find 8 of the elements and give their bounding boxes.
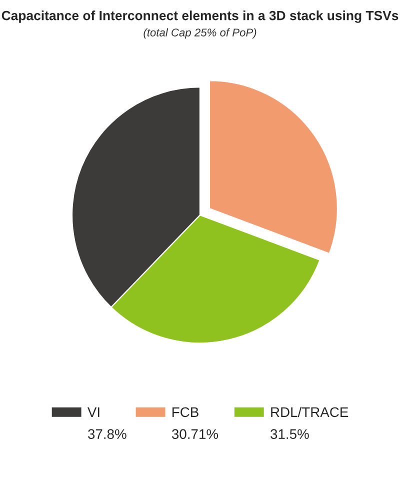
- legend-label: RDL/TRACE: [271, 406, 348, 418]
- data-label: 31.5%: [270, 429, 309, 439]
- legend-label: VI: [87, 407, 100, 417]
- chart-subtitle: (total Cap 25% of PoP): [144, 28, 256, 39]
- legend-label: FCB: [172, 407, 198, 418]
- data-label: 30.71%: [172, 429, 218, 439]
- chart-title: Capacitance of Interconnect elements in a 3D stack using TSVs: [2, 10, 398, 23]
- data-label: 37.8%: [88, 429, 126, 439]
